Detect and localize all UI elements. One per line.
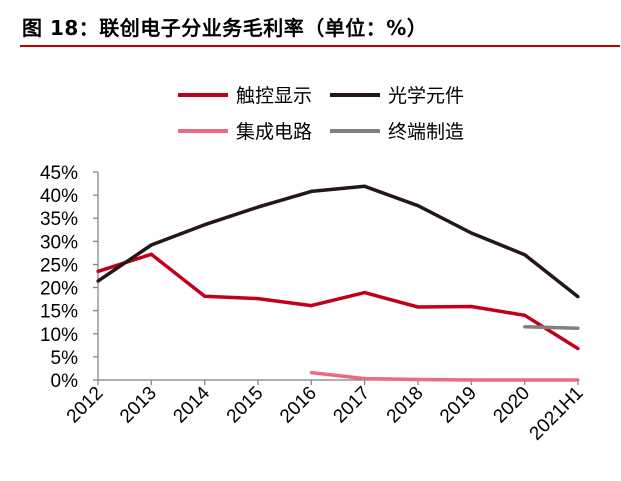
data-point [523, 325, 527, 329]
data-point [576, 326, 580, 330]
y-axis: 0%5%10%15%20% 25%30%35%40%45% [40, 163, 99, 392]
data-point [469, 231, 473, 235]
data-point [469, 304, 473, 309]
series-line-0 [97, 252, 579, 351]
x-tick-label: 2021H1 [526, 383, 588, 445]
data-point [523, 253, 527, 257]
data-point [309, 371, 313, 375]
series-line-1 [97, 184, 580, 299]
data-point [576, 295, 580, 299]
y-tick-label: 10% [40, 325, 78, 346]
data-point [469, 378, 473, 382]
legend-label: 集成电路 [236, 121, 312, 143]
data-point [149, 252, 153, 256]
data-point [416, 204, 420, 208]
x-tick-label: 2017 [329, 383, 374, 428]
y-tick-label: 40% [40, 186, 78, 207]
data-point [363, 291, 367, 295]
y-tick-label: 5% [51, 348, 79, 369]
data-point [416, 377, 420, 382]
y-tick-label: 15% [40, 302, 78, 323]
data-point [256, 297, 260, 301]
data-point [203, 223, 207, 227]
y-tick-label: 20% [40, 279, 78, 300]
plot-area [96, 184, 580, 382]
series-line-3 [524, 325, 579, 330]
data-point [363, 377, 367, 381]
legend-label: 终端制造 [388, 121, 464, 143]
legend-label: 触控显示 [236, 85, 312, 107]
data-point [149, 243, 153, 247]
x-tick-label: 2016 [276, 383, 321, 428]
data-point [203, 294, 207, 298]
data-point [256, 205, 260, 209]
data-point [309, 304, 313, 308]
y-tick-label: 35% [40, 209, 78, 230]
y-tick-label: 45% [40, 163, 78, 184]
data-point [363, 184, 367, 188]
x-tick-label: 2014 [169, 382, 214, 427]
x-tick-label: 2019 [436, 383, 481, 428]
x-tick-label: 2015 [223, 383, 268, 428]
data-point [309, 189, 313, 193]
y-tick-label: 0% [51, 371, 79, 392]
x-axis: 2012 2013 2014 2015 2016 2017 2018 2019 20202021… [63, 379, 588, 445]
x-tick-label: 2013 [116, 383, 161, 428]
y-tick-label: 25% [40, 255, 78, 276]
x-tick-label: 2020 [489, 383, 534, 428]
data-point [523, 313, 527, 317]
data-point [576, 347, 580, 351]
data-point [523, 378, 527, 382]
data-point [576, 378, 580, 382]
figure-title: 图 18：联创电子分业务毛利率（单位：%） [22, 16, 428, 40]
title-rule [20, 45, 620, 47]
title-bar: 图 18：联创电子分业务毛利率（单位：%） [0, 0, 621, 47]
data-point [96, 269, 100, 273]
legend-label: 光学元件 [388, 85, 464, 107]
y-tick-label: 30% [40, 232, 78, 253]
data-point [96, 279, 100, 283]
series-line-2 [311, 370, 578, 382]
x-tick-label: 2018 [383, 383, 428, 428]
data-point [416, 305, 420, 309]
